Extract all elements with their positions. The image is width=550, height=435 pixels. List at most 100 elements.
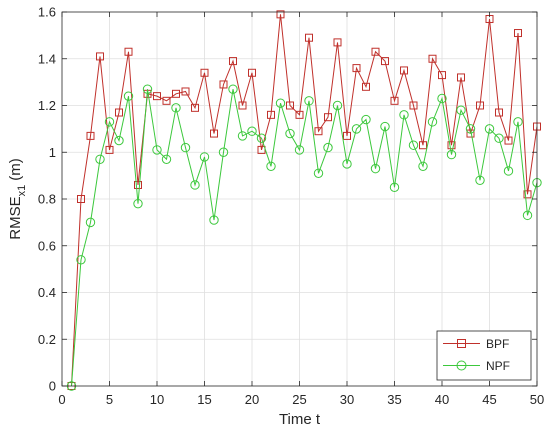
x-tick-label: 15 <box>197 392 211 407</box>
bpf-point <box>362 82 370 91</box>
bpf-point <box>476 101 484 110</box>
npf-point <box>313 168 324 178</box>
bpf-point <box>162 96 171 105</box>
npf-point <box>456 105 466 115</box>
npf-point <box>285 128 295 139</box>
bpf-point <box>248 68 256 77</box>
x-tick-label: 20 <box>245 392 259 407</box>
bpf-point <box>495 108 503 117</box>
npf-point <box>475 175 485 186</box>
bpf-point <box>381 57 389 66</box>
bpf-point <box>210 129 218 138</box>
npf-point <box>522 210 533 221</box>
bpf-point <box>124 47 133 56</box>
npf-point <box>247 126 257 136</box>
bpf-point <box>447 141 456 150</box>
bpf-point <box>352 64 361 73</box>
bpf-point <box>371 47 380 56</box>
npf-point <box>361 114 371 125</box>
x-tick-label: 50 <box>530 392 544 407</box>
npf-point <box>161 154 172 164</box>
bpf-point <box>219 80 228 89</box>
bpf-point <box>514 29 522 38</box>
x-tick-label: 45 <box>482 392 496 407</box>
npf-point <box>323 142 333 153</box>
bpf-point <box>134 180 142 189</box>
npf-point <box>199 152 210 162</box>
npf-point <box>513 117 523 127</box>
y-tick-label: 0.2 <box>38 332 56 347</box>
bpf-point <box>438 71 446 80</box>
npf-point <box>399 110 409 120</box>
bpf-point <box>419 141 427 150</box>
bpf-point <box>181 87 190 96</box>
bpf-point <box>428 54 437 63</box>
bpf-point <box>229 57 237 66</box>
npf-point <box>95 154 105 164</box>
bpf-point <box>86 131 95 140</box>
npf-point <box>408 140 419 150</box>
bpf-point <box>504 136 513 145</box>
y-tick-label: 1.4 <box>38 51 56 66</box>
bpf-point <box>191 103 199 112</box>
npf-point <box>152 145 162 155</box>
npf-point <box>256 133 267 143</box>
x-axis-title: Time t <box>279 411 321 428</box>
npf-point <box>304 96 314 106</box>
npf-point <box>218 147 229 157</box>
npf-point <box>437 93 447 104</box>
x-tick-label: 30 <box>340 392 354 407</box>
legend-npf-marker <box>456 360 467 371</box>
y-tick-label: 1 <box>49 145 56 160</box>
npf-point <box>294 145 305 155</box>
legend-bpf-label: BPF <box>486 337 509 351</box>
npf-point <box>85 217 96 228</box>
npf-point <box>114 135 124 146</box>
npf-point <box>446 149 457 160</box>
series-layer <box>66 10 542 391</box>
npf-point <box>133 198 143 209</box>
bpf-line <box>71 14 538 387</box>
bpf-point <box>400 66 408 75</box>
y-axis-title: RMSEx1 (m) <box>7 158 28 239</box>
y-axis-title-main: RMSE <box>7 196 24 239</box>
x-tick-label: 10 <box>150 392 164 407</box>
y-tick-label: 0.8 <box>38 192 56 207</box>
npf-point <box>418 161 428 171</box>
npf-point <box>123 91 134 101</box>
npf-point <box>351 124 362 134</box>
bpf-point <box>200 68 209 77</box>
npf-point <box>142 84 153 94</box>
npf-point <box>484 124 495 134</box>
bpf-point <box>276 10 285 19</box>
y-axis-title-unit: (m) <box>7 158 24 181</box>
npf-point <box>190 180 200 190</box>
bpf-point <box>115 108 123 117</box>
x-tick-label: 0 <box>58 392 65 407</box>
legend-npf-label: NPF <box>486 359 510 373</box>
x-tick-label: 40 <box>435 392 449 407</box>
npf-point <box>237 131 248 141</box>
npf-point <box>465 124 476 134</box>
npf-point <box>209 215 219 225</box>
y-tick-label: 1.2 <box>38 98 56 113</box>
npf-point <box>503 166 514 176</box>
npf-point <box>76 255 86 265</box>
npf-point <box>180 142 191 153</box>
npf-point <box>342 159 352 169</box>
legend-bpf-marker <box>457 339 466 348</box>
npf-line <box>71 89 538 387</box>
bpf-point <box>286 101 294 110</box>
y-axis-title-subscript: x1 <box>16 185 28 197</box>
npf-point <box>228 84 238 94</box>
npf-point <box>494 133 504 143</box>
bpf-point <box>343 131 351 140</box>
npf-point <box>380 121 390 132</box>
bpf-point <box>523 190 532 199</box>
bpf-point <box>77 195 85 203</box>
bpf-point <box>390 96 399 105</box>
bpf-point <box>96 52 104 61</box>
bpf-series <box>67 10 541 390</box>
y-tick-label: 0.6 <box>38 238 56 253</box>
